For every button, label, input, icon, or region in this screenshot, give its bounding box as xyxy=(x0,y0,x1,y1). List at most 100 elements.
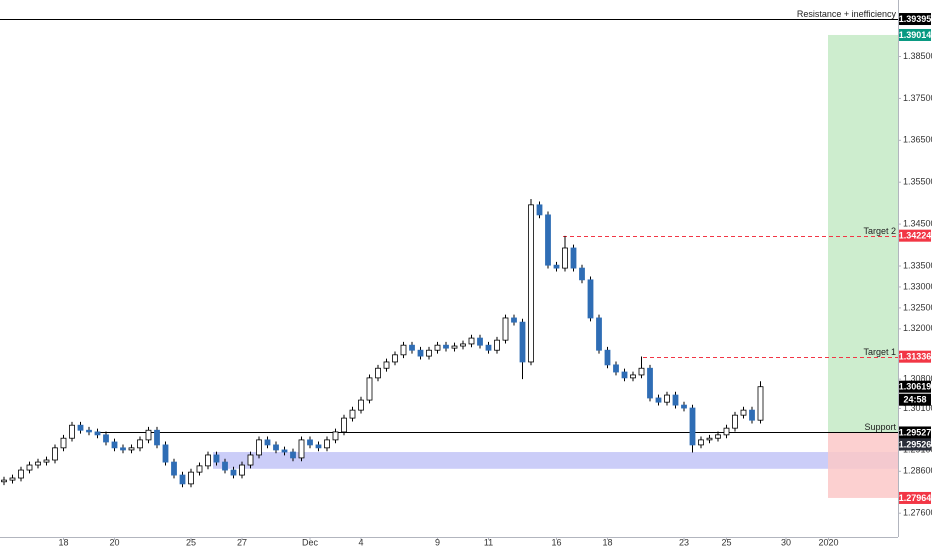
candle-body xyxy=(681,404,687,409)
candle-body xyxy=(69,424,75,439)
candle-body xyxy=(290,451,296,459)
position-badge-label: 1.39014 xyxy=(899,30,932,40)
candle-body xyxy=(613,364,619,373)
candle-body xyxy=(1,479,7,483)
candle-body xyxy=(222,461,228,471)
candle-body xyxy=(647,367,653,399)
y-tick-label: 1.33000 xyxy=(903,281,932,291)
candle-body xyxy=(86,429,92,433)
candle-body xyxy=(154,429,160,446)
candle-body xyxy=(621,371,628,379)
candle-body xyxy=(103,434,109,443)
demand-zone xyxy=(213,452,898,469)
candle-body xyxy=(332,431,339,441)
x-tick-label: 9 xyxy=(435,537,440,547)
candle-body xyxy=(162,444,169,463)
candle-body xyxy=(570,247,577,269)
candle-body xyxy=(434,344,441,351)
last-price-badge xyxy=(899,380,931,393)
candle-body xyxy=(553,264,560,269)
y-tick-label: 1.32500 xyxy=(903,302,932,312)
x-tick-label: 23 xyxy=(679,537,689,547)
candle-body xyxy=(188,471,194,485)
level-name: Resistance + inefficiency xyxy=(797,9,897,19)
candle-body xyxy=(596,317,602,351)
candle-body xyxy=(145,429,152,441)
candle-body xyxy=(706,437,713,441)
candle-body xyxy=(196,465,203,473)
x-tick-label: 16 xyxy=(551,537,561,547)
candle-body xyxy=(205,454,211,467)
level-name: Support xyxy=(864,422,896,432)
candle-body xyxy=(587,279,594,319)
y-tick-label: 1.30800 xyxy=(903,374,932,384)
candle-body xyxy=(664,394,670,403)
candle-body xyxy=(35,461,41,466)
candle-body xyxy=(239,464,245,476)
candle-body xyxy=(179,474,186,485)
candle-body xyxy=(417,349,424,357)
candle-body xyxy=(519,321,526,363)
candle-body xyxy=(26,464,33,471)
countdown-label: 24:58 xyxy=(903,395,926,405)
candle-body xyxy=(740,409,747,416)
candle-body xyxy=(443,344,449,349)
candle-body xyxy=(77,424,84,431)
level-name: Target 1 xyxy=(863,347,896,357)
candle-body xyxy=(604,349,611,366)
y-tick-label: 1.33500 xyxy=(903,260,932,270)
candle-body xyxy=(672,394,679,406)
candle-body xyxy=(511,317,517,323)
y-tick-label: 1.27600 xyxy=(903,508,932,518)
x-tick-label: 25 xyxy=(721,537,731,547)
candle-body xyxy=(749,409,755,421)
position-badge xyxy=(899,491,931,504)
x-tick-label: Dec xyxy=(302,537,319,547)
candle-body xyxy=(137,439,143,449)
candle-body xyxy=(264,439,271,446)
y-tick-label: 1.38500 xyxy=(903,51,932,61)
level-badge-label: 1.39395 xyxy=(899,14,932,24)
candle-body xyxy=(111,441,118,449)
position-badge-label: 1.29526 xyxy=(899,439,932,449)
y-tick-label: 1.35500 xyxy=(903,177,932,187)
x-tick-label: 27 xyxy=(237,537,247,547)
y-tick-label: 1.28600 xyxy=(903,466,932,476)
candle-body xyxy=(528,204,534,363)
level-badge xyxy=(899,13,931,26)
y-tick-label: 1.37500 xyxy=(903,93,932,103)
level-badge-label: 1.34224 xyxy=(899,231,932,241)
candle-body xyxy=(247,454,254,466)
candle-body xyxy=(698,439,704,446)
candle-body xyxy=(375,367,381,379)
x-tick-label: 25 xyxy=(186,537,196,547)
candle-body xyxy=(60,437,67,449)
candle-body xyxy=(256,439,262,456)
candle-body xyxy=(400,344,407,356)
candle-body xyxy=(171,461,177,476)
candle-body xyxy=(562,247,568,269)
last-price-badge-label: 1.30619 xyxy=(899,382,932,392)
candle-body xyxy=(383,361,390,369)
candle-body xyxy=(426,349,432,357)
x-tick-label: 4 xyxy=(358,537,363,547)
position-badge xyxy=(899,438,931,451)
x-tick-label: 11 xyxy=(484,537,493,547)
candle-body xyxy=(757,386,764,421)
level-badge-label: 1.31336 xyxy=(899,352,932,362)
level-badge xyxy=(899,350,931,363)
candle-body xyxy=(18,469,24,479)
candle-body xyxy=(281,449,288,453)
candle-body xyxy=(9,477,16,481)
countdown-badge xyxy=(899,393,931,406)
loss-zone xyxy=(828,432,898,498)
candle-body xyxy=(638,367,645,376)
y-tick-label: 1.32000 xyxy=(903,323,932,333)
candle-body xyxy=(213,454,220,463)
candle-body xyxy=(579,267,585,281)
profit-zone xyxy=(828,34,898,433)
candle-body xyxy=(349,409,356,419)
candle-body xyxy=(723,427,730,436)
candle-body xyxy=(43,459,50,463)
